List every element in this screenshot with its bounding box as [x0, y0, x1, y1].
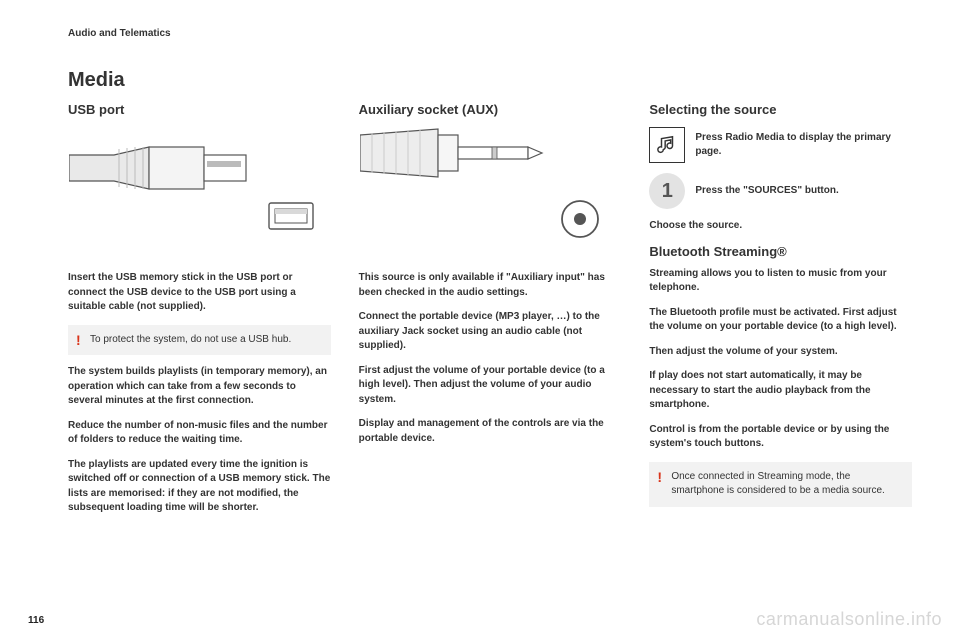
step-sources-text: Press the "SOURCES" button. [695, 184, 838, 199]
content-columns: USB port [68, 102, 912, 526]
warning-icon: ! [657, 470, 663, 484]
warning-streaming-text: Once connected in Streaming mode, the sm… [671, 470, 904, 499]
music-note-icon [656, 134, 678, 156]
column-source: Selecting the source Press Radio Media t… [649, 102, 912, 526]
aux-jack-icon [360, 127, 620, 257]
column-usb: USB port [68, 102, 331, 526]
illustration-aux-jack [359, 127, 622, 257]
usb-playlists-paragraph: The system builds playlists (in temporar… [68, 365, 331, 409]
illustration-usb-cable [68, 127, 331, 257]
section-title-media: Media [68, 69, 912, 92]
usb-reduce-paragraph: Reduce the number of non-music files and… [68, 419, 331, 448]
warning-usb-hub: ! To protect the system, do not use a US… [68, 325, 331, 356]
warning-streaming: ! Once connected in Streaming mode, the … [649, 462, 912, 507]
column-aux: Auxiliary socket (AUX) [359, 102, 622, 526]
step-number-1-icon: 1 [649, 173, 685, 209]
heading-aux-socket: Auxiliary socket (AUX) [359, 102, 622, 117]
usb-intro-paragraph: Insert the USB memory stick in the USB p… [68, 271, 331, 315]
step-radio-media: Press Radio Media to display the primary… [649, 127, 912, 163]
bt-autoplay-paragraph: If play does not start automatically, it… [649, 369, 912, 413]
heading-usb-port: USB port [68, 102, 331, 117]
aux-connect-paragraph: Connect the portable device (MP3 player,… [359, 310, 622, 354]
page-number: 116 [28, 615, 44, 626]
step-radio-media-text: Press Radio Media to display the primary… [695, 131, 912, 160]
bt-intro-paragraph: Streaming allows you to listen to music … [649, 267, 912, 296]
watermark: carmanualsonline.info [756, 609, 942, 630]
bt-volume-paragraph: Then adjust the volume of your system. [649, 345, 912, 360]
usb-cable-icon [69, 127, 329, 257]
heading-selecting-source: Selecting the source [649, 102, 912, 117]
bt-profile-paragraph: The Bluetooth profile must be activated.… [649, 306, 912, 335]
choose-source-paragraph: Choose the source. [649, 219, 912, 234]
page: Audio and Telematics Media USB port [0, 0, 960, 640]
warning-usb-hub-text: To protect the system, do not use a USB … [90, 333, 291, 348]
usb-update-paragraph: The playlists are updated every time the… [68, 458, 331, 516]
bt-control-paragraph: Control is from the portable device or b… [649, 423, 912, 452]
aux-display-paragraph: Display and management of the controls a… [359, 417, 622, 446]
heading-bluetooth-streaming: Bluetooth Streaming® [649, 244, 912, 259]
radio-media-icon [649, 127, 685, 163]
aux-availability-paragraph: This source is only available if "Auxili… [359, 271, 622, 300]
page-chapter-header: Audio and Telematics [68, 28, 912, 39]
aux-volume-paragraph: First adjust the volume of your portable… [359, 364, 622, 408]
step-sources: 1 Press the "SOURCES" button. [649, 173, 912, 209]
warning-icon: ! [76, 333, 82, 347]
